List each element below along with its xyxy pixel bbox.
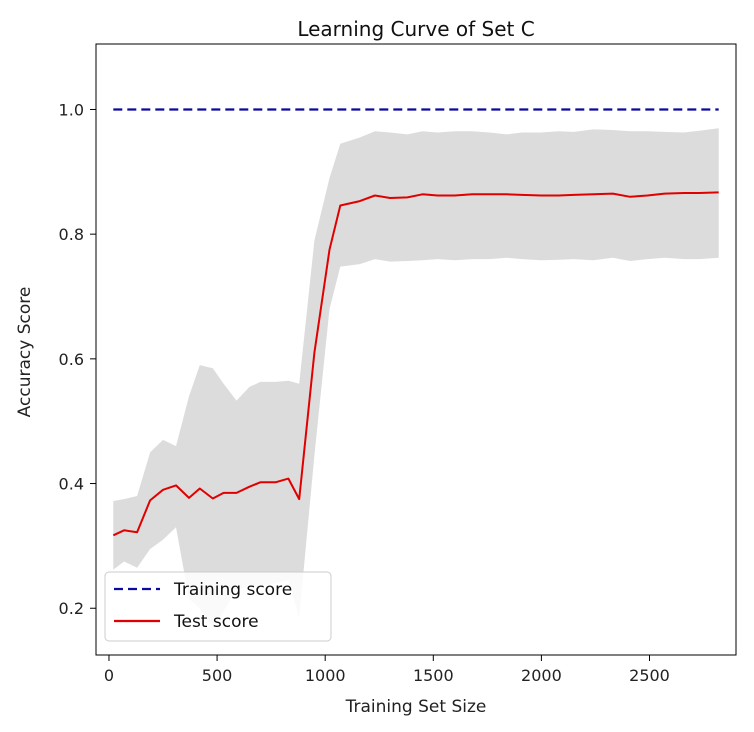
y-axis-title: Accuracy Score [15, 287, 35, 418]
x-axis-title: Training Set Size [345, 697, 487, 717]
series-line-layer [112, 108, 719, 537]
y-tick-label: 0.8 [59, 225, 84, 244]
y-axis: 0.2 0.4 0.6 0.8 1.0 [59, 100, 96, 618]
confidence-band-layer [113, 128, 719, 627]
y-tick-label: 0.6 [59, 350, 84, 369]
y-tick-label: 1.0 [59, 100, 84, 119]
x-tick-label: 0 [104, 666, 114, 685]
x-tick-label: 2000 [521, 666, 562, 685]
x-axis: 0 500 1000 1500 2000 2500 [104, 655, 670, 685]
x-tick-label: 2500 [629, 666, 670, 685]
y-tick-label: 0.4 [59, 475, 84, 494]
x-tick-label: 500 [202, 666, 233, 685]
series-line-test [112, 191, 719, 537]
legend-box [104, 571, 332, 642]
legend-label-training: Training score [173, 580, 292, 600]
confidence-band-1 [113, 128, 719, 627]
x-tick-label: 1500 [413, 666, 454, 685]
legend-label-test: Test score [173, 612, 259, 632]
y-tick-label: 0.2 [59, 599, 84, 618]
legend: Training score Test score [104, 571, 332, 642]
plot-frame [95, 43, 737, 656]
chart-title: Learning Curve of Set C [297, 17, 534, 41]
plot-area [95, 43, 737, 656]
x-tick-label: 1000 [305, 666, 346, 685]
